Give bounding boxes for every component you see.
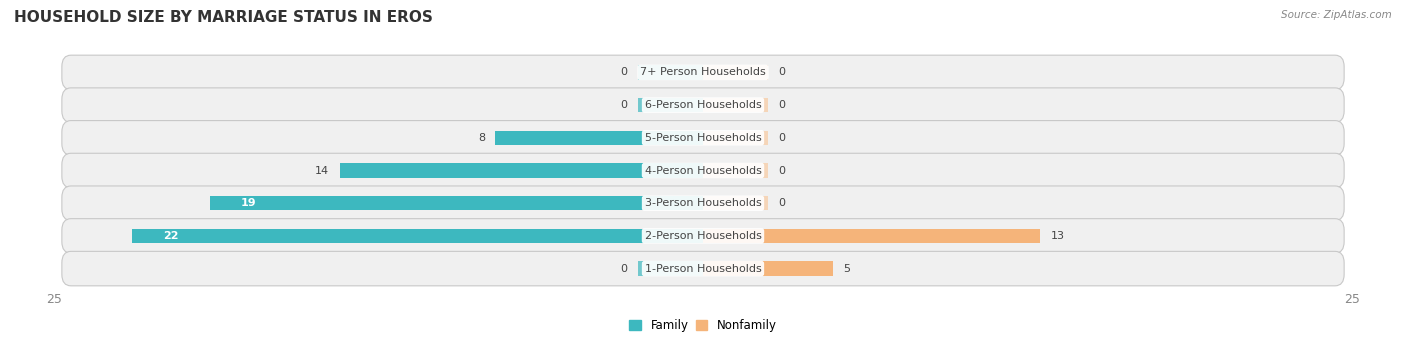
Legend: Family, Nonfamily: Family, Nonfamily [624,314,782,337]
Text: 1-Person Households: 1-Person Households [644,264,762,273]
Text: 8: 8 [478,133,485,143]
Text: 22: 22 [163,231,179,241]
Text: 7+ Person Households: 7+ Person Households [640,68,766,77]
Text: 0: 0 [779,100,786,110]
Bar [495,131,703,145]
Bar [703,65,768,80]
Text: 14: 14 [315,165,329,176]
Bar [703,131,768,145]
Bar [638,65,703,80]
Text: 5: 5 [844,264,851,273]
Bar [209,196,703,210]
Text: 2-Person Households: 2-Person Households [644,231,762,241]
Text: 13: 13 [1050,231,1064,241]
FancyBboxPatch shape [62,153,1344,188]
Text: 0: 0 [620,68,627,77]
Bar [703,228,1040,243]
Text: Source: ZipAtlas.com: Source: ZipAtlas.com [1281,10,1392,20]
FancyBboxPatch shape [62,88,1344,122]
FancyBboxPatch shape [62,186,1344,220]
FancyBboxPatch shape [62,121,1344,155]
Bar [703,163,768,178]
FancyBboxPatch shape [62,251,1344,286]
FancyBboxPatch shape [62,219,1344,253]
Bar [703,261,832,276]
Text: HOUSEHOLD SIZE BY MARRIAGE STATUS IN EROS: HOUSEHOLD SIZE BY MARRIAGE STATUS IN ERO… [14,10,433,25]
Bar [340,163,703,178]
Bar [703,196,768,210]
Text: 19: 19 [240,198,256,208]
Bar [132,228,703,243]
Bar [638,261,703,276]
Text: 4-Person Households: 4-Person Households [644,165,762,176]
Text: 3-Person Households: 3-Person Households [644,198,762,208]
Text: 5-Person Households: 5-Person Households [644,133,762,143]
Text: 0: 0 [779,165,786,176]
Text: 0: 0 [779,68,786,77]
Text: 0: 0 [620,100,627,110]
Text: 6-Person Households: 6-Person Households [644,100,762,110]
Bar [638,98,703,113]
Text: 0: 0 [620,264,627,273]
Bar [703,98,768,113]
Text: 0: 0 [779,133,786,143]
Text: 0: 0 [779,198,786,208]
FancyBboxPatch shape [62,55,1344,90]
